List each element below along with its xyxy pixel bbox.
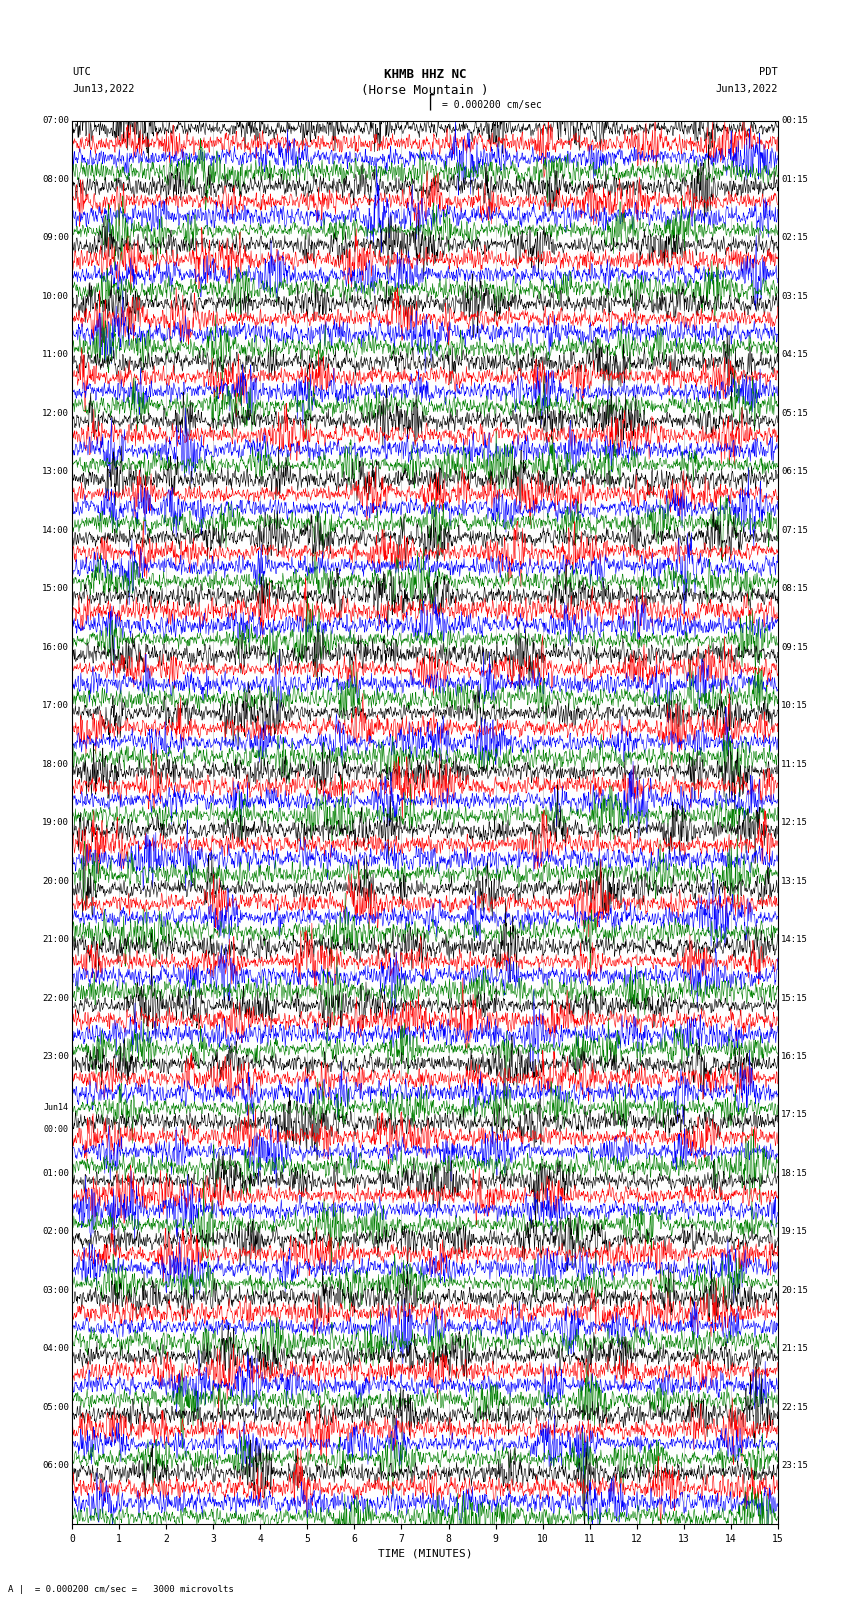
Text: 23:00: 23:00 [42,1052,69,1061]
Text: 03:00: 03:00 [42,1286,69,1295]
Text: 08:00: 08:00 [42,174,69,184]
Text: 15:15: 15:15 [781,994,808,1003]
Text: 01:15: 01:15 [781,174,808,184]
Text: 13:15: 13:15 [781,876,808,886]
Text: 11:00: 11:00 [42,350,69,360]
Text: 00:00: 00:00 [44,1124,69,1134]
Text: Jun13,2022: Jun13,2022 [715,84,778,94]
Text: KHMB HHZ NC: KHMB HHZ NC [383,68,467,81]
Text: 01:00: 01:00 [42,1169,69,1177]
Text: 04:00: 04:00 [42,1344,69,1353]
Text: 02:00: 02:00 [42,1227,69,1237]
Text: PDT: PDT [759,68,778,77]
Text: 19:15: 19:15 [781,1227,808,1237]
Text: 20:00: 20:00 [42,876,69,886]
Text: 04:15: 04:15 [781,350,808,360]
Text: 06:00: 06:00 [42,1461,69,1471]
Text: 05:00: 05:00 [42,1403,69,1411]
Text: ⎡: ⎡ [427,94,435,110]
Text: 21:15: 21:15 [781,1344,808,1353]
Text: 16:00: 16:00 [42,642,69,652]
Text: 19:00: 19:00 [42,818,69,827]
Text: 23:15: 23:15 [781,1461,808,1471]
Text: UTC: UTC [72,68,91,77]
Text: (Horse Mountain ): (Horse Mountain ) [361,84,489,97]
Text: 17:00: 17:00 [42,702,69,710]
Text: 14:00: 14:00 [42,526,69,536]
Text: 21:00: 21:00 [42,936,69,944]
Text: 09:15: 09:15 [781,642,808,652]
Text: 10:00: 10:00 [42,292,69,302]
Text: Jun14: Jun14 [44,1103,69,1111]
Text: 12:15: 12:15 [781,818,808,827]
X-axis label: TIME (MINUTES): TIME (MINUTES) [377,1548,473,1558]
Text: 18:00: 18:00 [42,760,69,769]
Text: 05:15: 05:15 [781,408,808,418]
Text: 02:15: 02:15 [781,234,808,242]
Text: 07:00: 07:00 [42,116,69,126]
Text: 12:00: 12:00 [42,408,69,418]
Text: 10:15: 10:15 [781,702,808,710]
Text: 20:15: 20:15 [781,1286,808,1295]
Text: 18:15: 18:15 [781,1169,808,1177]
Text: Jun13,2022: Jun13,2022 [72,84,135,94]
Text: 00:15: 00:15 [781,116,808,126]
Text: 06:15: 06:15 [781,468,808,476]
Text: 16:15: 16:15 [781,1052,808,1061]
Text: 09:00: 09:00 [42,234,69,242]
Text: 13:00: 13:00 [42,468,69,476]
Text: 03:15: 03:15 [781,292,808,302]
Text: A |  = 0.000200 cm/sec =   3000 microvolts: A | = 0.000200 cm/sec = 3000 microvolts [8,1584,235,1594]
Text: 07:15: 07:15 [781,526,808,536]
Text: 14:15: 14:15 [781,936,808,944]
Text: 08:15: 08:15 [781,584,808,594]
Text: 17:15: 17:15 [781,1110,808,1119]
Text: = 0.000200 cm/sec: = 0.000200 cm/sec [442,100,542,110]
Text: 15:00: 15:00 [42,584,69,594]
Text: 11:15: 11:15 [781,760,808,769]
Text: 22:00: 22:00 [42,994,69,1003]
Text: 22:15: 22:15 [781,1403,808,1411]
